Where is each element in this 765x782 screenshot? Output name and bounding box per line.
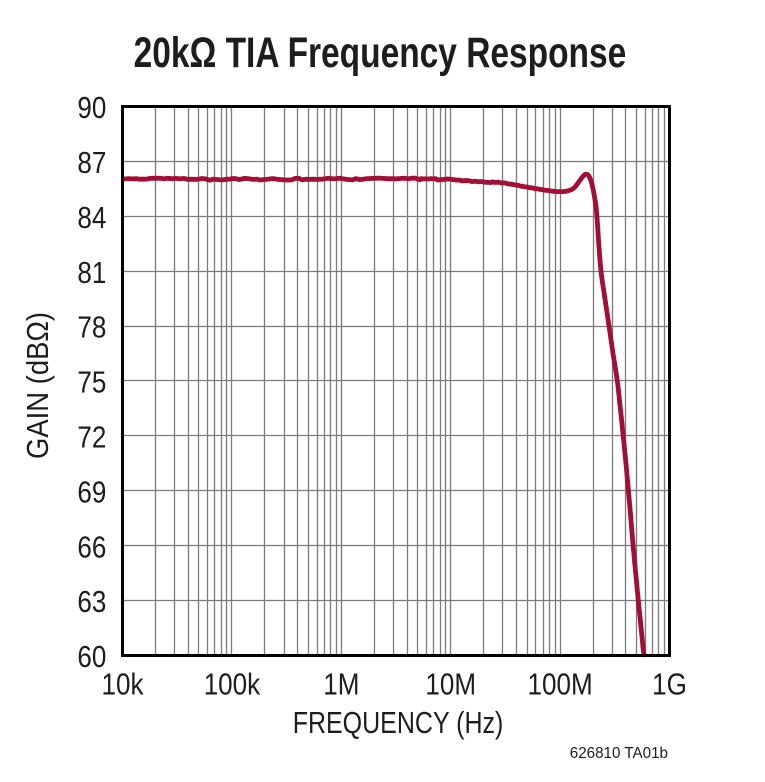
svg-text:626810 TA01b: 626810 TA01b [570,745,669,762]
svg-text:78: 78 [77,311,106,346]
svg-text:81: 81 [77,256,106,291]
svg-text:87: 87 [77,146,106,181]
svg-text:90: 90 [77,91,106,126]
svg-text:20kΩ TIA Frequency Response: 20kΩ TIA Frequency Response [134,29,627,77]
svg-text:72: 72 [77,420,106,455]
svg-text:10M: 10M [425,667,476,702]
svg-text:100k: 100k [204,667,261,702]
svg-text:GAIN (dBΩ): GAIN (dBΩ) [22,312,56,459]
svg-text:60: 60 [77,640,106,675]
svg-text:63: 63 [77,585,106,620]
svg-text:75: 75 [77,366,106,401]
svg-text:66: 66 [77,530,106,565]
svg-text:69: 69 [77,475,106,510]
svg-text:1M: 1M [323,667,359,702]
svg-text:10k: 10k [102,667,145,702]
svg-text:84: 84 [77,201,106,236]
svg-text:1G: 1G [652,667,687,702]
svg-text:100M: 100M [528,667,593,702]
svg-text:FREQUENCY (Hz): FREQUENCY (Hz) [293,706,504,740]
